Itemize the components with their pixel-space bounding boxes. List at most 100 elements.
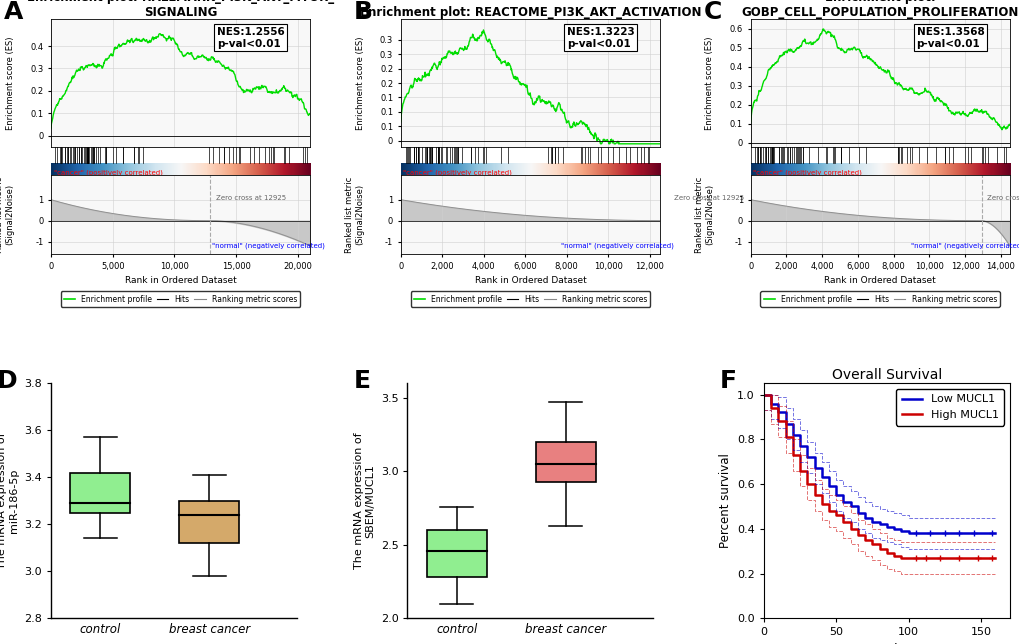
High MUCL1	[844, 525, 856, 533]
Low MUCL1	[930, 529, 943, 537]
Low MUCL1	[801, 453, 813, 461]
Text: B: B	[354, 0, 373, 24]
Low MUCL1	[815, 473, 827, 481]
High MUCL1	[902, 554, 914, 562]
Low MUCL1	[786, 431, 798, 439]
Legend: Enrichment profile, Hits, Ranking metric scores: Enrichment profile, Hits, Ranking metric…	[61, 292, 300, 307]
High MUCL1	[916, 554, 928, 562]
Line: High MUCL1: High MUCL1	[763, 395, 995, 558]
High MUCL1	[829, 511, 842, 519]
Y-axis label: The mRNA expression of
miR-186-5p: The mRNA expression of miR-186-5p	[0, 433, 18, 569]
Low MUCL1	[872, 518, 884, 526]
High MUCL1	[865, 540, 877, 548]
Low MUCL1	[974, 529, 986, 537]
Low MUCL1	[902, 527, 914, 535]
High MUCL1	[865, 536, 877, 544]
High MUCL1	[815, 491, 827, 499]
Low MUCL1	[916, 529, 928, 537]
Text: Zero cross at 12925: Zero cross at 12925	[215, 195, 285, 201]
Low MUCL1	[865, 518, 877, 526]
High MUCL1	[764, 404, 776, 412]
Low MUCL1	[858, 514, 870, 522]
High MUCL1	[930, 554, 943, 562]
Y-axis label: Ranked list metric
(Signal2Noise): Ranked list metric (Signal2Noise)	[694, 176, 713, 252]
Low MUCL1	[930, 529, 943, 537]
Legend: Enrichment profile, Hits, Ranking metric scores: Enrichment profile, Hits, Ranking metric…	[411, 292, 649, 307]
Text: A: A	[4, 0, 23, 24]
Title: Enrichment plot:
GOBP_CELL_POPULATION_PROLIFERATION: Enrichment plot: GOBP_CELL_POPULATION_PR…	[741, 0, 1018, 19]
Low MUCL1	[837, 491, 849, 499]
Low MUCL1	[793, 431, 805, 439]
Low MUCL1	[988, 529, 1001, 537]
Low MUCL1	[786, 420, 798, 428]
High MUCL1	[974, 554, 986, 562]
Line: Low MUCL1: Low MUCL1	[763, 395, 995, 533]
Text: NES:1.3223
p-val<0.01: NES:1.3223 p-val<0.01	[567, 27, 634, 48]
Low MUCL1	[865, 514, 877, 522]
Y-axis label: Enrichment score (ES): Enrichment score (ES)	[6, 36, 14, 129]
Y-axis label: The mRNA expression of
SBEM/MUCL1: The mRNA expression of SBEM/MUCL1	[354, 433, 375, 569]
Bar	[179, 501, 239, 543]
High MUCL1	[888, 552, 900, 560]
Text: "cancer" (positively correlated): "cancer" (positively correlated)	[752, 169, 861, 176]
Low MUCL1	[801, 442, 813, 450]
Low MUCL1	[851, 502, 863, 510]
Bar	[426, 530, 486, 577]
Low MUCL1	[851, 509, 863, 517]
Low MUCL1	[771, 400, 784, 408]
Low MUCL1	[822, 473, 835, 481]
Title: Enrichment plot: HALLMARK_PI3K_AKT_MTOR_
SIGNALING: Enrichment plot: HALLMARK_PI3K_AKT_MTOR_…	[26, 0, 334, 19]
Low MUCL1	[988, 529, 1001, 537]
High MUCL1	[888, 549, 900, 557]
High MUCL1	[858, 531, 870, 539]
Low MUCL1	[895, 527, 907, 535]
High MUCL1	[974, 554, 986, 562]
Legend: Enrichment profile, Hits, Ranking metric scores: Enrichment profile, Hits, Ranking metric…	[760, 292, 999, 307]
High MUCL1	[808, 491, 820, 499]
Low MUCL1	[879, 523, 892, 531]
Text: Zero cross at 12925: Zero cross at 12925	[674, 195, 743, 201]
High MUCL1	[895, 554, 907, 562]
High MUCL1	[851, 531, 863, 539]
High MUCL1	[793, 467, 805, 475]
Y-axis label: Ranked list metric
(Signal2Noise): Ranked list metric (Signal2Noise)	[0, 176, 14, 252]
Text: D: D	[0, 369, 17, 393]
High MUCL1	[879, 549, 892, 557]
Low MUCL1	[872, 520, 884, 528]
Low MUCL1	[844, 498, 856, 506]
High MUCL1	[879, 545, 892, 553]
Low MUCL1	[822, 482, 835, 490]
Y-axis label: Enrichment score (ES): Enrichment score (ES)	[705, 36, 713, 129]
Low MUCL1	[858, 509, 870, 517]
High MUCL1	[815, 500, 827, 508]
High MUCL1	[771, 404, 784, 412]
X-axis label: Rank in Ordered Dataset: Rank in Ordered Dataset	[823, 276, 935, 285]
Y-axis label: Percent survival: Percent survival	[718, 453, 731, 548]
Text: "normal" (negatively correlated): "normal" (negatively correlated)	[560, 243, 674, 249]
High MUCL1	[930, 554, 943, 562]
High MUCL1	[895, 552, 907, 560]
High MUCL1	[779, 417, 791, 425]
Low MUCL1	[895, 525, 907, 533]
Low MUCL1	[829, 482, 842, 490]
Y-axis label: Enrichment score (ES): Enrichment score (ES)	[356, 36, 364, 129]
Title: Overall Survival: Overall Survival	[830, 368, 942, 382]
High MUCL1	[801, 467, 813, 475]
High MUCL1	[793, 451, 805, 459]
High MUCL1	[872, 545, 884, 553]
Text: E: E	[353, 369, 370, 393]
Bar	[535, 442, 595, 482]
Text: NES:1.2556
p-val<0.01: NES:1.2556 p-val<0.01	[217, 27, 284, 48]
High MUCL1	[822, 500, 835, 508]
Legend: Low MUCL1, High MUCL1: Low MUCL1, High MUCL1	[896, 389, 1004, 426]
Text: Zero cross at 12925: Zero cross at 12925	[985, 195, 1019, 201]
Low MUCL1	[779, 408, 791, 416]
Low MUCL1	[764, 400, 776, 408]
Text: F: F	[719, 369, 736, 393]
High MUCL1	[822, 507, 835, 515]
High MUCL1	[872, 540, 884, 548]
High MUCL1	[858, 536, 870, 544]
Low MUCL1	[808, 464, 820, 472]
Low MUCL1	[771, 408, 784, 416]
High MUCL1	[844, 518, 856, 526]
